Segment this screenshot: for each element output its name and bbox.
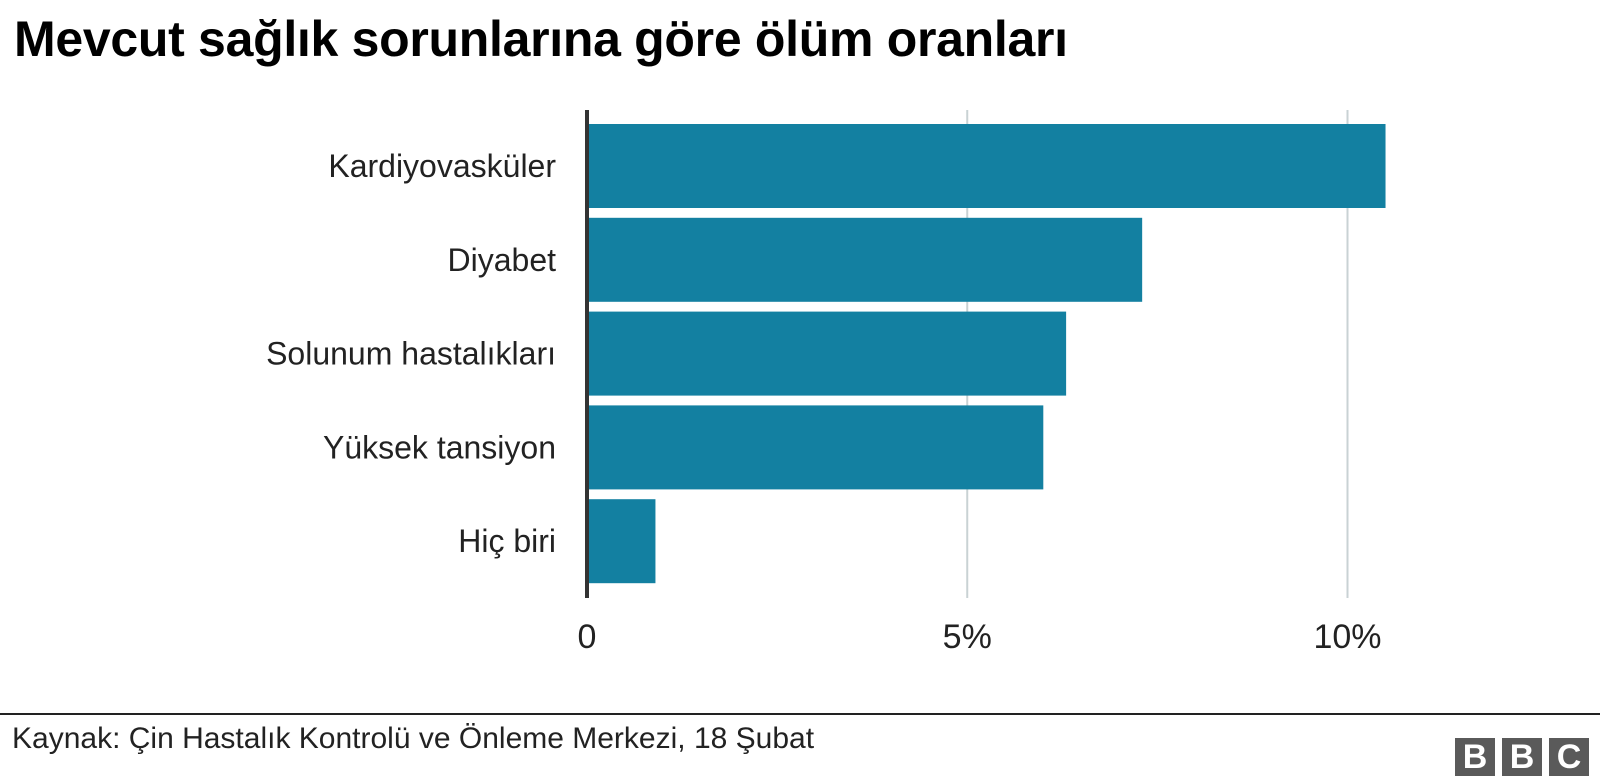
bbc-logo: B B C bbox=[1455, 738, 1589, 776]
bar bbox=[587, 499, 656, 584]
category-label: Yüksek tansiyon bbox=[323, 429, 556, 465]
bar bbox=[587, 217, 1143, 302]
category-label: Solunum hastalıkları bbox=[266, 336, 556, 372]
source-text: Kaynak: Çin Hastalık Kontrolü ve Önleme … bbox=[12, 722, 815, 755]
category-label: Hiç biri bbox=[458, 523, 556, 559]
bar bbox=[587, 405, 1044, 490]
footer-divider bbox=[0, 713, 1600, 715]
bbc-logo-letter: B bbox=[1455, 738, 1495, 776]
bbc-logo-letter: B bbox=[1502, 738, 1542, 776]
chart-title: Mevcut sağlık sorunlarına göre ölüm oran… bbox=[14, 11, 1068, 67]
x-tick-label: 0 bbox=[578, 618, 597, 656]
bar bbox=[587, 311, 1067, 396]
bar bbox=[587, 124, 1386, 208]
category-label: Kardiyovasküler bbox=[328, 148, 556, 184]
bbc-logo-letter: C bbox=[1549, 738, 1589, 776]
x-tick-label: 5% bbox=[943, 618, 992, 656]
x-tick-label: 10% bbox=[1313, 618, 1381, 656]
bar-chart: 0 5% 10% Kardiyovasküler Diyabet Solunum hast… bbox=[266, 110, 1386, 656]
category-label: Diyabet bbox=[448, 242, 557, 278]
